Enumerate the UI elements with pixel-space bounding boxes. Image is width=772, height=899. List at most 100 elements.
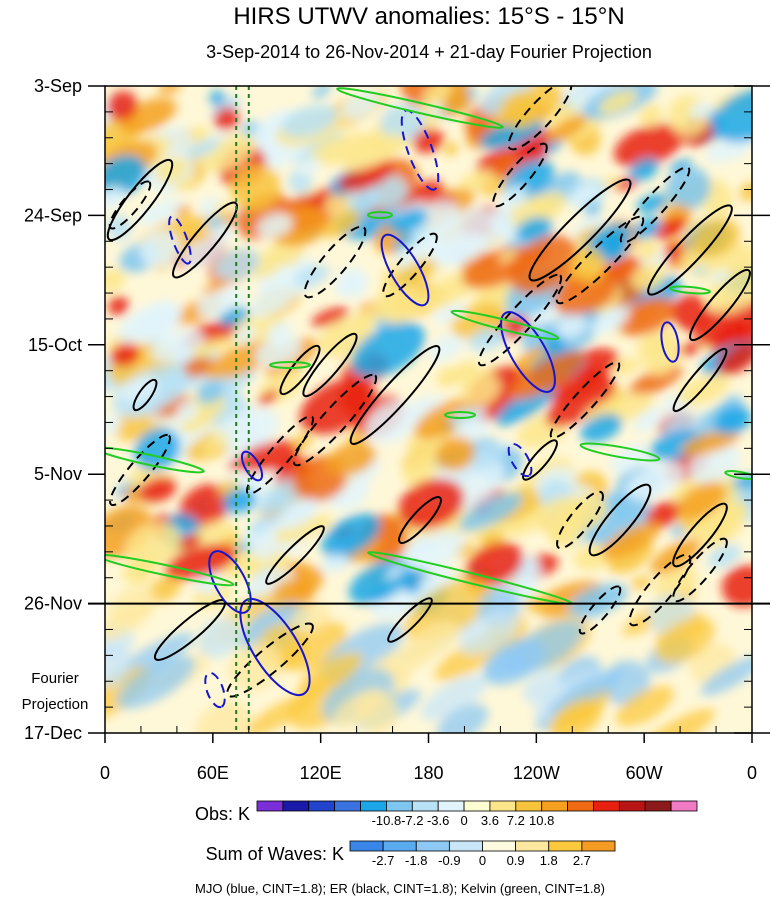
anomaly-blob bbox=[110, 343, 140, 367]
projection-blob bbox=[420, 674, 488, 721]
y-tick-label: 24-Sep bbox=[24, 205, 82, 225]
colorbar-tick-label: -2.7 bbox=[372, 853, 394, 868]
x-tick-label: 0 bbox=[100, 763, 110, 783]
anomaly-blob bbox=[267, 322, 293, 340]
anomaly-blob bbox=[631, 576, 651, 589]
anomaly-blob bbox=[545, 376, 616, 428]
anomaly-blob bbox=[291, 264, 330, 289]
mjo-contour bbox=[239, 597, 311, 697]
colorbar-swatch bbox=[349, 840, 384, 852]
colorbar-swatch bbox=[256, 800, 284, 812]
anomaly-blob bbox=[535, 580, 603, 617]
mjo-contour bbox=[168, 215, 192, 265]
colorbar-swatch bbox=[541, 800, 568, 812]
er-contour bbox=[492, 142, 548, 208]
anomaly-blob bbox=[492, 154, 518, 178]
anomaly-blob bbox=[248, 279, 300, 318]
er-contour bbox=[619, 166, 691, 244]
x-tick-label: 60E bbox=[197, 763, 229, 783]
projection-blob bbox=[404, 577, 493, 642]
er-contour bbox=[549, 361, 621, 439]
colorbar-tick-label: 0.9 bbox=[507, 853, 525, 868]
anomaly-blob bbox=[637, 238, 658, 261]
anomaly-blob bbox=[613, 123, 684, 168]
mjo-contour bbox=[240, 450, 264, 482]
anomaly-blob bbox=[105, 415, 122, 434]
kelvin-contour bbox=[105, 446, 205, 474]
er-contour bbox=[522, 439, 558, 481]
er-contour bbox=[555, 215, 645, 305]
anomaly-blob bbox=[105, 154, 147, 198]
y-tick-label: 26-Nov bbox=[24, 594, 82, 614]
anomaly-blob bbox=[443, 142, 459, 156]
colorbar-swatch bbox=[644, 800, 672, 812]
mjo-contour bbox=[208, 550, 252, 614]
anomaly-blob bbox=[389, 208, 428, 234]
anomaly-blob bbox=[213, 202, 232, 217]
anomaly-blob bbox=[158, 86, 182, 94]
anomaly-blob bbox=[202, 280, 228, 295]
contour-legend-footer: MJO (blue, CINT=1.8); ER (black, CINT=1.… bbox=[195, 881, 605, 896]
anomaly-blob bbox=[311, 307, 350, 327]
anomaly-blob bbox=[138, 199, 186, 225]
anomaly-blob bbox=[556, 315, 587, 338]
projection-label-line2: Projection bbox=[22, 696, 89, 713]
anomaly-blob bbox=[690, 101, 713, 120]
y-axis: 3-Sep 24-Sep 15-Oct 5-Nov 26-Nov 17-Dec bbox=[24, 76, 770, 743]
anomaly-blob bbox=[546, 115, 587, 143]
er-contour bbox=[382, 232, 438, 298]
er-contour bbox=[628, 553, 692, 627]
colorbar-tick-label: 0 bbox=[479, 853, 486, 868]
er-contour bbox=[689, 268, 751, 342]
anomaly-blob bbox=[151, 330, 205, 364]
anomaly-blob bbox=[500, 91, 542, 129]
x-tick-label: 120W bbox=[513, 763, 560, 783]
colorbar-tick-label: -10.8 bbox=[372, 813, 402, 828]
anomaly-blob bbox=[181, 238, 223, 267]
anomaly-blob bbox=[214, 106, 240, 131]
mjo-contour bbox=[380, 233, 430, 307]
anomaly-blob bbox=[665, 165, 711, 210]
colorbar-tick-label: 2.7 bbox=[573, 853, 591, 868]
anomaly-blob bbox=[248, 517, 270, 535]
anomaly-blob bbox=[435, 436, 476, 472]
er-contour bbox=[349, 345, 441, 445]
colorbar-tick-label: -1.8 bbox=[405, 853, 427, 868]
kelvin-contour bbox=[669, 285, 711, 295]
anomaly-blob bbox=[320, 554, 348, 573]
anomaly-blob bbox=[645, 500, 682, 529]
anomaly-blob bbox=[459, 369, 500, 406]
projection-blob bbox=[700, 656, 752, 696]
anomaly-blob bbox=[209, 90, 226, 106]
anomaly-field bbox=[105, 86, 752, 733]
anomaly-blob bbox=[495, 385, 556, 426]
kelvin-contour bbox=[105, 553, 235, 587]
y-tick-label: 5-Nov bbox=[34, 464, 82, 484]
anomaly-blob bbox=[365, 401, 419, 444]
colorbar-swatch bbox=[360, 800, 387, 812]
anomaly-blob bbox=[256, 213, 293, 238]
anomaly-blob bbox=[233, 326, 257, 345]
projection-blob bbox=[228, 641, 282, 692]
colorbar-swatch bbox=[482, 840, 517, 852]
anomaly-blob bbox=[202, 433, 228, 453]
anomaly-blob bbox=[739, 182, 752, 202]
er-contour bbox=[245, 415, 315, 495]
anomaly-blob bbox=[176, 204, 191, 217]
chart-subtitle: 3-Sep-2014 to 26-Nov-2014 + 21-day Fouri… bbox=[206, 42, 652, 62]
er-contour bbox=[672, 347, 728, 413]
mjo-contour bbox=[500, 311, 556, 393]
er-contour bbox=[672, 537, 728, 603]
x-tick-label: 120E bbox=[300, 763, 342, 783]
er-contour bbox=[108, 180, 152, 230]
anomaly-blob bbox=[175, 534, 202, 550]
anomaly-blob bbox=[580, 413, 623, 443]
kelvin-contour bbox=[724, 470, 752, 480]
anomaly-blob bbox=[297, 157, 322, 177]
anomaly-blob bbox=[672, 294, 709, 332]
anomaly-blob bbox=[325, 442, 376, 476]
anomaly-blob bbox=[636, 193, 669, 214]
anomaly-blob bbox=[433, 303, 467, 324]
anomaly-blob bbox=[255, 335, 302, 367]
anomaly-blob bbox=[275, 516, 322, 544]
